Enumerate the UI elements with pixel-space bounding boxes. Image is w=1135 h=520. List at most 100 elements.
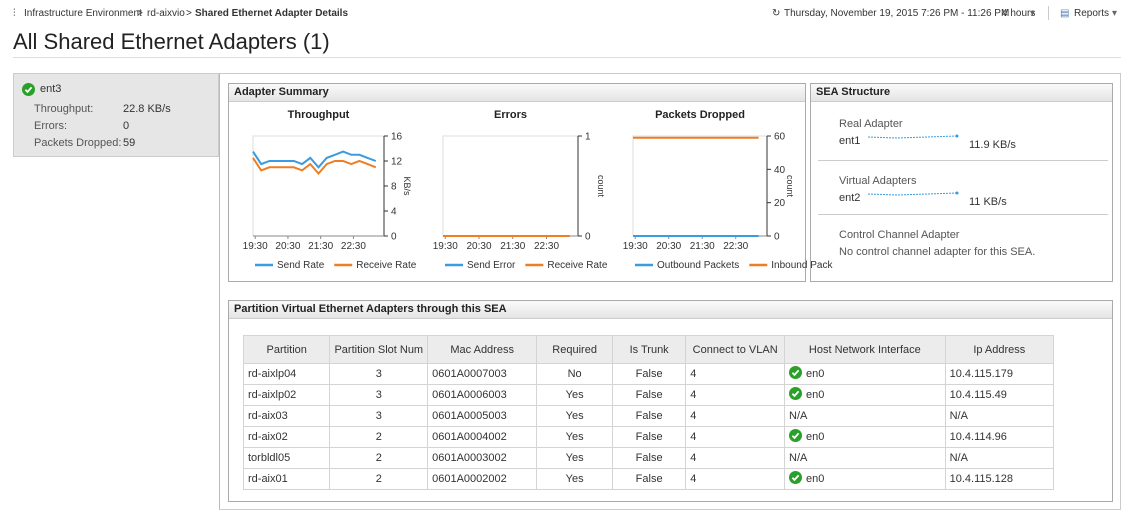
time-icon: ↻ bbox=[772, 8, 781, 19]
section-label: Virtual Adapters bbox=[839, 175, 917, 187]
header-row: Partition Partition Slot Num Mac Address Re… bbox=[242, 335, 1055, 364]
table-cell: en0 bbox=[784, 426, 946, 448]
breadcrumb-link[interactable]: Infrastructure Environment bbox=[24, 8, 142, 19]
table-cell: 0601A0007003 bbox=[427, 363, 538, 385]
table-cell: 0601A0006003 bbox=[427, 384, 538, 406]
partition-table: Partition Partition Slot Num Mac Address Re… bbox=[242, 335, 1055, 490]
table-cell: False bbox=[611, 447, 687, 469]
status-icon bbox=[789, 366, 803, 382]
table-cell: Yes bbox=[536, 405, 613, 427]
column-header: Partition Slot Num bbox=[329, 335, 429, 364]
stat-label: Packets Dropped: bbox=[34, 137, 122, 149]
table-cell: N/A bbox=[784, 447, 946, 469]
title-rule bbox=[13, 57, 1121, 58]
table-cell: en0 bbox=[784, 384, 946, 406]
table-cell: False bbox=[611, 468, 687, 490]
table-cell: 4 bbox=[685, 426, 786, 448]
table-cell: 0601A0003002 bbox=[427, 447, 538, 469]
table-cell: rd-aix01 bbox=[242, 468, 331, 490]
table-cell: 4 bbox=[685, 384, 786, 406]
reports-menu[interactable]: Reports bbox=[1074, 8, 1110, 19]
table-cell: 4 bbox=[685, 468, 786, 490]
table-cell: 4 bbox=[685, 447, 786, 469]
dropdown-arrow[interactable]: ▾ bbox=[1112, 8, 1118, 19]
panel-title: Partition Virtual Ethernet Adapters thro… bbox=[229, 301, 1112, 319]
table-cell: 4 bbox=[685, 363, 786, 385]
home-icon: ⫶ bbox=[13, 8, 16, 19]
table-cell: 0601A0004002 bbox=[427, 426, 538, 448]
table-cell: 2 bbox=[329, 447, 429, 469]
table-cell: 10.4.115.128 bbox=[944, 468, 1055, 490]
table-cell: False bbox=[611, 384, 687, 406]
status-icon bbox=[789, 471, 803, 487]
stat-value: 22.8 KB/s bbox=[123, 103, 171, 115]
table-row: rd-aix03 3 0601A0005003 Yes False 4 N/A N/A bbox=[242, 405, 1055, 427]
adapter-name: ent3 bbox=[40, 83, 62, 95]
time-range[interactable]: Thursday, November 19, 2015 7:26 PM - 11… bbox=[784, 8, 1010, 19]
column-header: Partition bbox=[242, 335, 331, 364]
divider bbox=[818, 160, 1108, 161]
column-header: Host Network Interface bbox=[784, 335, 946, 364]
check-icon bbox=[789, 471, 803, 484]
table-cell: rd-aixlp02 bbox=[242, 384, 331, 406]
table-cell: False bbox=[611, 363, 687, 385]
cell-text: en0 bbox=[806, 388, 825, 401]
breadcrumb-sep: > bbox=[186, 8, 192, 19]
table-cell: en0 bbox=[784, 468, 946, 490]
breadcrumb-link[interactable]: rd-aixvio bbox=[147, 8, 185, 19]
table-cell: N/A bbox=[944, 447, 1055, 469]
table-row: rd-aix02 2 0601A0004002 Yes False 4 en0 10.4.11… bbox=[242, 426, 1055, 448]
table-cell: 0601A0005003 bbox=[427, 405, 538, 427]
adapter-value: 11.9 KB/s bbox=[969, 139, 1016, 151]
adapter-value: 11 KB/s bbox=[969, 196, 1007, 208]
stat-value: 59 bbox=[123, 137, 136, 149]
table-cell: 10.4.115.49 bbox=[944, 384, 1055, 406]
panel-title: Adapter Summary bbox=[229, 84, 805, 102]
table-cell: 2 bbox=[329, 426, 429, 448]
table-row: rd-aixlp02 3 0601A0006003 Yes False 4 en0 10.4.… bbox=[242, 384, 1055, 406]
status-icon bbox=[22, 83, 35, 99]
table-cell: 3 bbox=[329, 363, 429, 385]
table-cell: 3 bbox=[329, 405, 429, 427]
page-title: All Shared Ethernet Adapters (1) bbox=[13, 29, 330, 54]
duration[interactable]: 4 hours bbox=[1002, 8, 1036, 19]
status-icon bbox=[789, 429, 803, 445]
content-frame bbox=[219, 73, 1121, 510]
sea-structure-panel: SEA Structure Real Adapter ent1 11.9 KB/… bbox=[810, 83, 1113, 282]
table-cell: rd-aix02 bbox=[242, 426, 331, 448]
table-row: torbldl05 2 0601A0003002 Yes False 4 N/A N/A bbox=[242, 447, 1055, 469]
adapter-name[interactable]: ent2 bbox=[839, 192, 861, 204]
stat-label: Errors: bbox=[34, 120, 67, 132]
reports-icon: ▤ bbox=[1060, 8, 1070, 19]
dropdown-arrow[interactable]: ▾ bbox=[1030, 8, 1036, 19]
table-cell: False bbox=[611, 405, 687, 427]
check-icon bbox=[789, 387, 803, 400]
check-icon bbox=[22, 83, 35, 96]
stat-value: 0 bbox=[123, 120, 130, 132]
table-cell: 2 bbox=[329, 468, 429, 490]
sparkline bbox=[867, 134, 959, 139]
panel-title: SEA Structure bbox=[811, 84, 1112, 102]
table-cell: 3 bbox=[329, 384, 429, 406]
table-cell: 10.4.114.96 bbox=[944, 426, 1055, 448]
table-cell: 0601A0002002 bbox=[427, 468, 538, 490]
stat-label: Throughput: bbox=[34, 103, 94, 115]
status-icon bbox=[789, 387, 803, 403]
table-cell: Yes bbox=[536, 426, 613, 448]
table-row: rd-aix01 2 0601A0002002 Yes False 4 en0 10.4.11… bbox=[242, 468, 1055, 490]
adapter-name[interactable]: ent1 bbox=[839, 135, 861, 147]
check-icon bbox=[789, 429, 803, 442]
table-cell: 4 bbox=[685, 405, 786, 427]
sparkline bbox=[867, 191, 959, 196]
table-cell: rd-aixlp04 bbox=[242, 363, 331, 385]
table-cell: Yes bbox=[536, 468, 613, 490]
cell-text: en0 bbox=[806, 430, 825, 443]
table-row: rd-aixlp04 3 0601A0007003 No False 4 en0 10.4.1… bbox=[242, 363, 1055, 385]
cell-text: en0 bbox=[806, 367, 825, 380]
sidebar-item[interactable]: ent3 Throughput: 22.8 KB/s Errors: 0 Pac… bbox=[13, 73, 219, 157]
table-cell: rd-aix03 bbox=[242, 405, 331, 427]
table-cell: Yes bbox=[536, 447, 613, 469]
section-text: No control channel adapter for this SEA. bbox=[839, 246, 1036, 258]
column-header: Connect to VLAN bbox=[685, 335, 786, 364]
